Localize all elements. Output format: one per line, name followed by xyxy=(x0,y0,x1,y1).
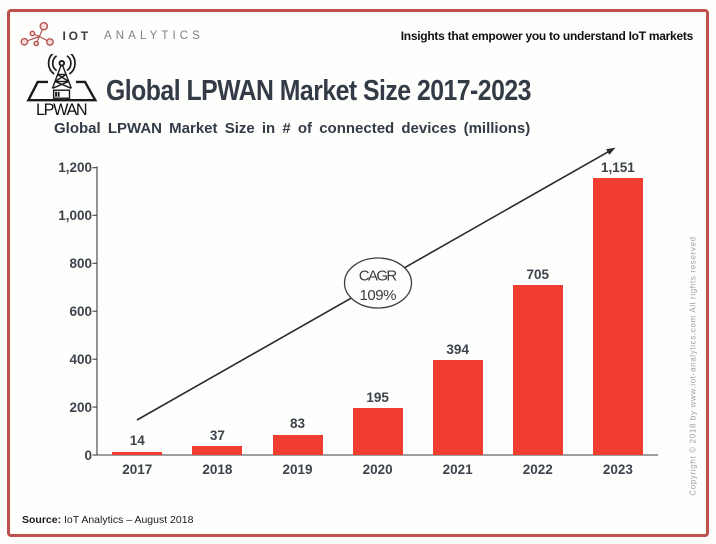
svg-text:LPWAN: LPWAN xyxy=(36,101,88,118)
svg-text:CAGR: CAGR xyxy=(359,268,398,285)
svg-text:109%: 109% xyxy=(360,287,397,304)
